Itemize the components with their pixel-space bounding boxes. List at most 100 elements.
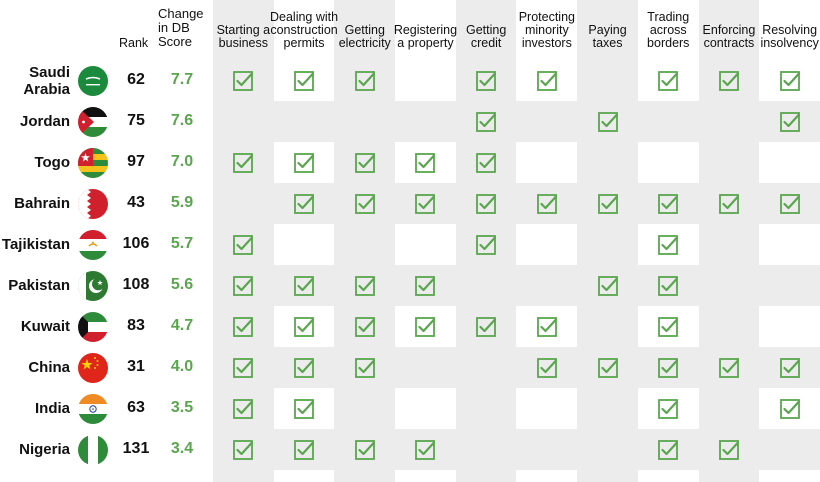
checkmark-icon	[476, 70, 497, 91]
shaded-row	[213, 101, 820, 142]
checkmark-icon	[536, 70, 557, 91]
pakistan-flag-icon	[78, 270, 108, 301]
checkmark-icon	[354, 70, 375, 91]
country-name: Jordan	[19, 113, 70, 130]
checkmark-icon	[294, 398, 315, 419]
checkmark-icon	[658, 357, 679, 378]
checkmark-icon	[779, 111, 800, 132]
checkmark-icon	[779, 193, 800, 214]
indicator-header: Paying taxes	[588, 23, 627, 50]
checkmark-icon	[233, 439, 254, 460]
checkmark-icon	[719, 357, 740, 378]
checkmark-icon	[354, 439, 375, 460]
checkmark-icon	[233, 152, 254, 173]
checkmark-icon	[719, 70, 740, 91]
checkmark-icon	[658, 193, 679, 214]
checkmark-icon	[658, 275, 679, 296]
checkmark-icon	[658, 398, 679, 419]
shaded-column	[213, 0, 274, 482]
indicator-header: Trading across borders	[647, 10, 690, 50]
country-name: Togo	[34, 154, 70, 171]
checkmark-icon	[658, 70, 679, 91]
change-value: 7.6	[170, 111, 194, 129]
checkmark-icon	[719, 193, 740, 214]
indicator-header: Starting a business	[216, 23, 271, 50]
checkmark-icon	[233, 234, 254, 255]
checkmark-icon	[294, 275, 315, 296]
rank-value: 131	[122, 439, 150, 457]
checkmark-icon	[658, 439, 679, 460]
shaded-column	[455, 0, 517, 482]
togo-flag-icon	[78, 147, 108, 178]
nigeria-flag-icon	[78, 434, 108, 465]
rank-value: 43	[127, 193, 145, 211]
indicator-header: Getting electricity	[338, 23, 391, 50]
change-value: 4.7	[170, 316, 194, 334]
rank-value: 63	[127, 398, 145, 416]
indicator-header: Registering a property	[393, 23, 458, 50]
change-value: 4.0	[170, 357, 194, 375]
checkmark-icon	[536, 357, 557, 378]
checkmark-icon	[779, 70, 800, 91]
checkmark-icon	[476, 316, 497, 337]
checkmark-icon	[476, 193, 497, 214]
checkmark-icon	[294, 152, 315, 173]
shaded-row	[213, 347, 820, 388]
shaded-column	[577, 0, 638, 482]
checkmark-icon	[415, 275, 436, 296]
indicator-header: Protecting minority investors	[518, 10, 575, 50]
rank-value: 83	[127, 316, 145, 334]
checkmark-icon	[415, 439, 436, 460]
bahrain-flag-icon	[78, 188, 108, 219]
checkmark-icon	[294, 316, 315, 337]
checkmark-icon	[233, 275, 254, 296]
checkmark-icon	[658, 234, 679, 255]
indicator-header: Dealing with construction permits	[270, 10, 339, 50]
checkmark-icon	[779, 398, 800, 419]
checkmark-icon	[719, 439, 740, 460]
jordan-flag-icon	[78, 106, 108, 137]
checkmark-icon	[354, 357, 375, 378]
checkmark-icon	[233, 357, 254, 378]
checkmark-icon	[476, 111, 497, 132]
country-name: Pakistan	[8, 277, 70, 294]
checkmark-icon	[294, 439, 315, 460]
shaded-row	[213, 265, 820, 306]
checkmark-icon	[354, 316, 375, 337]
country-name: India	[34, 400, 70, 417]
change-value: 5.6	[170, 275, 194, 293]
change-value: 5.7	[170, 234, 194, 252]
checkmark-icon	[233, 398, 254, 419]
checkmark-icon	[354, 275, 375, 296]
indicator-header: Enforcing contracts	[702, 23, 756, 50]
checkmark-icon	[415, 316, 436, 337]
checkmark-icon	[354, 193, 375, 214]
checkmark-icon	[294, 193, 315, 214]
checkmark-icon	[476, 234, 497, 255]
change-value: 7.7	[170, 70, 194, 88]
checkmark-icon	[294, 357, 315, 378]
rank-value: 62	[127, 70, 145, 88]
country-name: China	[28, 359, 70, 376]
checkmark-icon	[415, 193, 436, 214]
shaded-column	[334, 0, 396, 482]
shaded-row	[213, 429, 820, 470]
checkmark-icon	[294, 70, 315, 91]
checkmark-icon	[536, 193, 557, 214]
shaded-column	[698, 0, 760, 482]
checkmark-icon	[597, 111, 618, 132]
country-name: Kuwait	[20, 318, 70, 335]
indicator-header: Getting credit	[465, 23, 507, 50]
checkmark-icon	[597, 357, 618, 378]
checkmark-icon	[658, 316, 679, 337]
shaded-row	[213, 183, 820, 224]
change-value: 5.9	[170, 193, 194, 211]
rank-value: 106	[122, 234, 150, 252]
change-value: 7.0	[170, 152, 194, 170]
rank-value: 31	[127, 357, 145, 375]
country-name: Bahrain	[14, 195, 70, 212]
checkmark-icon	[233, 316, 254, 337]
country-name: Tajikistan	[1, 236, 70, 253]
saudi-arabia-flag-icon	[78, 65, 108, 96]
